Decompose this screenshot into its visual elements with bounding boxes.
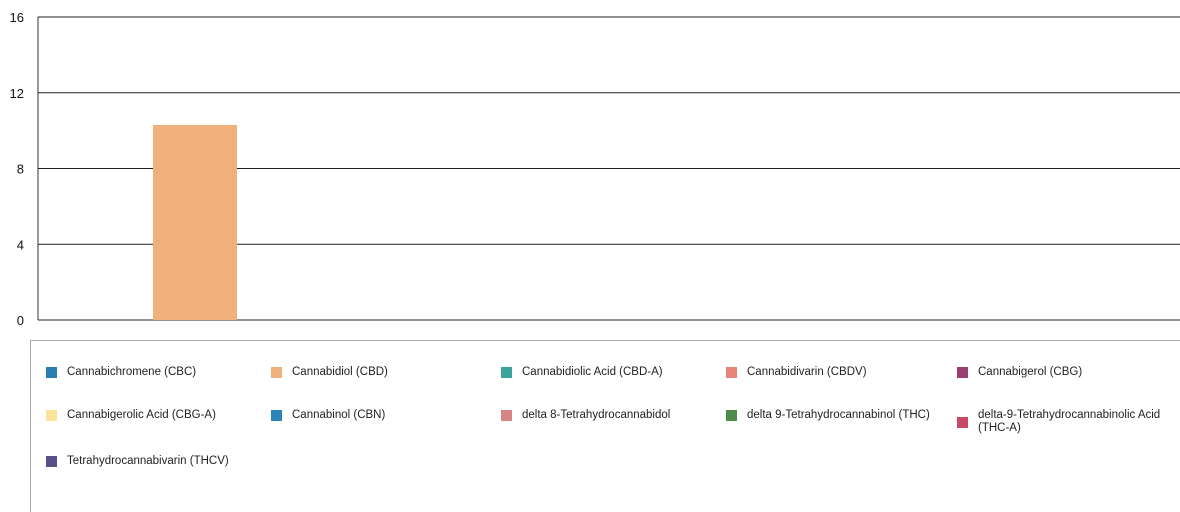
legend-swatch — [46, 410, 57, 421]
legend-label: Cannabidiolic Acid (CBD-A) — [522, 366, 663, 378]
legend-item: Cannabidivarin (CBDV) — [726, 366, 937, 379]
legend-item: Cannabidiolic Acid (CBD-A) — [501, 366, 712, 379]
legend-swatch — [726, 367, 737, 378]
legend-swatch — [271, 410, 282, 421]
legend-swatch — [501, 410, 512, 421]
legend-label: delta 9-Tetrahydrocannabinol (THC) — [747, 409, 930, 421]
legend-swatch — [46, 367, 57, 378]
legend-swatch — [957, 367, 968, 378]
legend-label: Cannabidivarin (CBDV) — [747, 366, 867, 378]
chart-area: 0 4 8 12 16 — [10, 10, 1180, 328]
legend-label: Cannabigerolic Acid (CBG-A) — [67, 409, 216, 421]
legend-item: delta 9-Tetrahydrocannabinol (THC) — [726, 409, 937, 422]
legend-label: delta 8-Tetrahydrocannabidol — [522, 409, 671, 421]
y-tick-label-16: 16 — [10, 10, 24, 25]
legend-item: delta-9-Tetrahydrocannabinolic Acid (THC… — [957, 409, 1168, 435]
bar-chart: 0 4 8 12 16 — [10, 10, 1180, 328]
legend-swatch — [957, 416, 968, 428]
legend-item: Cannabichromene (CBC) — [46, 366, 257, 379]
legend-label: delta-9-Tetrahydrocannabinolic Acid (THC… — [978, 409, 1161, 434]
legend-item: Cannabidiol (CBD) — [271, 366, 482, 379]
legend: Cannabichromene (CBC) Cannabidiol (CBD) Ca… — [30, 340, 1180, 512]
legend-label: Cannabichromene (CBC) — [67, 366, 197, 378]
legend-item: Cannabinol (CBN) — [271, 409, 482, 422]
legend-swatch — [501, 367, 512, 378]
legend-label: Tetrahydrocannabivarin (THCV) — [67, 455, 229, 467]
bar-1 — [153, 124, 237, 320]
y-tick-label-8: 8 — [17, 162, 24, 177]
y-tick-label-12: 12 — [10, 86, 24, 101]
legend-label: Cannabidiol (CBD) — [292, 366, 388, 378]
legend-swatch — [726, 410, 737, 421]
legend-label: Cannabinol (CBN) — [292, 409, 386, 421]
legend-item: Cannabigerol (CBG) — [957, 366, 1168, 379]
legend-label: Cannabigerol (CBG) — [978, 366, 1083, 378]
legend-item: Cannabigerolic Acid (CBG-A) — [46, 409, 257, 422]
legend-item: delta 8-Tetrahydrocannabidol — [501, 409, 712, 422]
legend-item: Tetrahydrocannabivarin (THCV) — [46, 455, 257, 468]
legend-swatch — [271, 367, 282, 378]
legend-swatch — [46, 456, 57, 467]
y-tick-label-0: 0 — [17, 313, 24, 328]
y-tick-label-4: 4 — [17, 237, 24, 252]
